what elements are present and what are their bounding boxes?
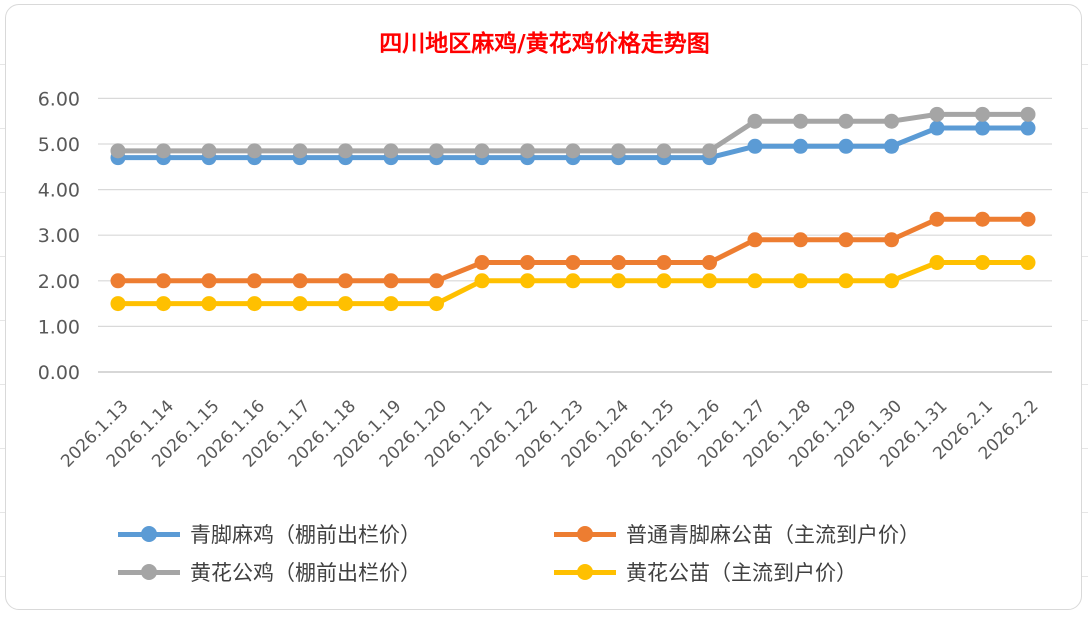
data-point: [201, 273, 217, 289]
data-point: [611, 273, 626, 289]
data-point: [656, 255, 672, 271]
data-point: [656, 143, 672, 159]
data-point: [247, 296, 262, 312]
data-point: [201, 143, 217, 159]
y-tick-label: 2.00: [38, 271, 80, 293]
data-point: [838, 113, 854, 129]
data-point: [338, 296, 353, 312]
data-point: [929, 255, 945, 271]
data-point: [838, 232, 854, 248]
data-point: [110, 296, 126, 312]
series-2: [110, 106, 1036, 159]
data-point: [747, 113, 763, 129]
series-line: [115, 216, 1031, 284]
data-point: [520, 273, 535, 289]
data-point: [1020, 211, 1036, 227]
chart-area[interactable]: 四川地区麻鸡/黄花鸡价格走势图 0.00 1.00 2.00 3.00 4.00 5.00…: [5, 4, 1082, 610]
data-point: [247, 143, 262, 159]
data-point: [747, 138, 763, 154]
y-axis-ticks: 0.00 1.00 2.00 3.00 4.00 5.00 6.00: [38, 88, 80, 384]
data-point: [884, 138, 899, 154]
y-tick-label: 6.00: [38, 88, 80, 110]
data-point: [884, 273, 899, 289]
data-point: [429, 273, 444, 289]
y-tick-label: 1.00: [38, 316, 80, 338]
data-point: [110, 143, 126, 159]
data-point: [747, 232, 763, 248]
data-point: [1020, 255, 1036, 271]
data-point: [884, 113, 899, 129]
data-point: [520, 143, 535, 159]
data-point: [156, 296, 171, 312]
data-point: [201, 296, 217, 312]
data-point: [975, 211, 990, 227]
data-point: [383, 143, 399, 159]
data-point: [975, 106, 990, 122]
data-point: [929, 120, 945, 136]
data-point: [702, 273, 717, 289]
data-point: [793, 273, 808, 289]
data-point: [611, 255, 626, 271]
data-point: [156, 273, 171, 289]
y-tick-label: 4.00: [38, 180, 80, 202]
data-point: [429, 143, 444, 159]
data-point: [838, 138, 854, 154]
y-tick-label: 0.00: [38, 362, 80, 384]
data-point: [838, 273, 854, 289]
data-point: [338, 143, 353, 159]
data-point: [338, 273, 353, 289]
data-point: [292, 296, 308, 312]
y-tick-label: 3.00: [38, 225, 80, 247]
series-3: [110, 255, 1036, 312]
data-point: [793, 113, 808, 129]
data-point: [1020, 120, 1036, 136]
data-point: [520, 255, 535, 271]
data-point: [656, 273, 672, 289]
data-point: [383, 296, 399, 312]
series-layer: [110, 106, 1036, 312]
data-point: [929, 211, 945, 227]
data-point: [156, 143, 171, 159]
plot-area: 0.00 1.00 2.00 3.00 4.00 5.00 6.00 2026.1.1320…: [38, 88, 1052, 472]
data-point: [702, 143, 717, 159]
data-point: [1020, 106, 1036, 122]
data-point: [247, 273, 262, 289]
data-point: [565, 143, 581, 159]
data-point: [474, 143, 490, 159]
data-point: [292, 273, 308, 289]
data-point: [929, 106, 945, 122]
data-point: [110, 273, 126, 289]
x-axis-ticks: 2026.1.132026.1.142026.1.152026.1.162026…: [57, 396, 1042, 471]
y-tick-label: 5.00: [38, 134, 80, 156]
data-point: [474, 255, 490, 271]
series-0: [110, 120, 1036, 166]
data-point: [565, 273, 581, 289]
data-point: [884, 232, 899, 248]
data-point: [793, 232, 808, 248]
data-point: [429, 296, 444, 312]
series-1: [110, 211, 1036, 289]
data-point: [474, 273, 490, 289]
data-point: [975, 120, 990, 136]
chart-title: 四川地区麻鸡/黄花鸡价格走势图: [379, 30, 710, 57]
data-point: [747, 273, 763, 289]
data-point: [565, 255, 581, 271]
data-point: [292, 143, 308, 159]
data-point: [611, 143, 626, 159]
data-point: [793, 138, 808, 154]
data-point: [702, 255, 717, 271]
data-point: [975, 255, 990, 271]
data-point: [383, 273, 399, 289]
